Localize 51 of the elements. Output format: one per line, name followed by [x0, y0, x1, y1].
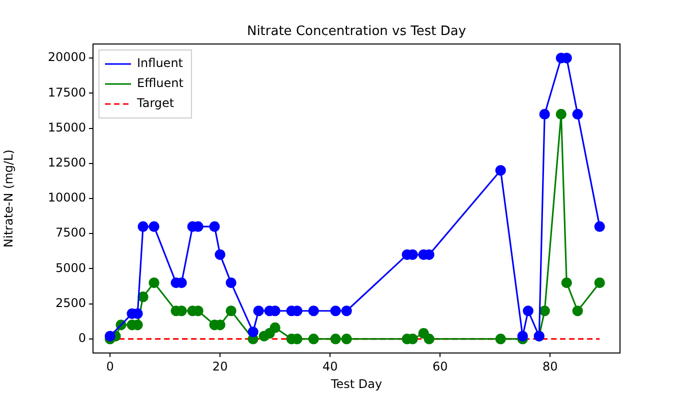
legend-label: Effluent [137, 76, 184, 90]
point [270, 322, 280, 334]
point [341, 306, 352, 316]
point [572, 108, 583, 120]
point [424, 334, 434, 344]
point [522, 306, 534, 316]
y-tick-label: 2500 [55, 296, 86, 310]
x-tick-label: 40 [322, 359, 338, 374]
y-tick-label: 12500 [48, 156, 86, 170]
chart-title: Nitrate Concentration vs Test Day [246, 24, 466, 39]
point [248, 326, 258, 338]
point [104, 330, 116, 342]
point [594, 221, 605, 232]
y-tick-label: 20000 [48, 50, 86, 64]
point [330, 306, 341, 316]
point [253, 306, 264, 316]
point [138, 221, 148, 232]
point [214, 249, 226, 260]
point [138, 292, 148, 302]
legend-label: Target [136, 96, 174, 110]
y-tick-label: 15000 [48, 120, 86, 134]
y-tick-label: 0 [78, 331, 86, 346]
x-tick-label: 60 [432, 359, 448, 374]
point [341, 334, 352, 344]
y-axis-title: Nitrate-N (mg/L) [1, 150, 16, 248]
y-tick-label: 10000 [48, 190, 86, 205]
x-tick-label: 0 [106, 359, 114, 374]
point [594, 277, 605, 288]
point [148, 221, 160, 232]
legend-label: Influent [137, 56, 184, 70]
point [330, 334, 341, 344]
x-axis-title: Test Day [330, 376, 382, 391]
point [495, 165, 506, 176]
point [209, 221, 220, 232]
point [308, 334, 319, 344]
point [517, 330, 528, 342]
point [572, 306, 583, 316]
point [148, 277, 160, 288]
x-tick-label: 80 [542, 359, 558, 374]
x-tick-label: 20 [212, 359, 228, 374]
y-tick-label: 7500 [55, 226, 86, 240]
point [556, 108, 566, 120]
point [226, 306, 236, 316]
point [495, 334, 506, 344]
point [539, 306, 550, 316]
point [539, 108, 550, 120]
y-tick-label: 17500 [48, 85, 86, 100]
point [308, 306, 319, 316]
point [561, 277, 572, 288]
y-tick-label: 5000 [55, 260, 86, 275]
point [226, 277, 236, 288]
